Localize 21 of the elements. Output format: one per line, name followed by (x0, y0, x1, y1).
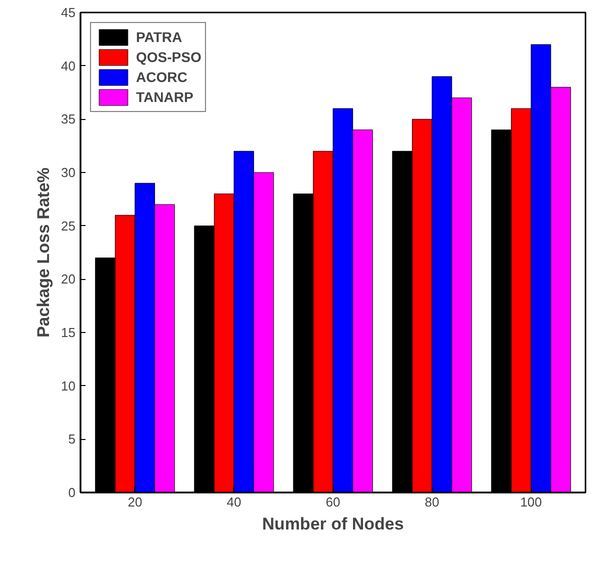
y-tick-label: 30 (61, 165, 76, 180)
y-tick-label: 35 (61, 112, 76, 127)
x-tick-label: 80 (424, 494, 440, 510)
legend-label: PATRA (136, 29, 182, 45)
x-tick-label: 40 (226, 494, 242, 510)
y-tick-label: 45 (61, 5, 76, 20)
y-tick-label: 40 (61, 58, 76, 74)
y-tick-label: 0 (68, 485, 76, 500)
y-tick-label: 15 (61, 325, 76, 340)
legend-label: TANARP (136, 89, 194, 105)
y-tick-label: 25 (61, 218, 76, 234)
y-tick-label: 10 (61, 378, 76, 394)
x-tick-label: 20 (128, 494, 142, 510)
x-tick-label: 100 (520, 494, 542, 510)
y-axis-title: Package Loss Rate% (34, 167, 54, 338)
y-tick-label: 20 (61, 272, 76, 287)
x-axis-title: Number of Nodes (262, 514, 404, 534)
x-tick-label: 60 (326, 494, 340, 510)
y-tick-label: 5 (68, 432, 76, 447)
legend-label: QOS-PSO (136, 49, 202, 65)
legend-label: ACORC (136, 69, 188, 85)
